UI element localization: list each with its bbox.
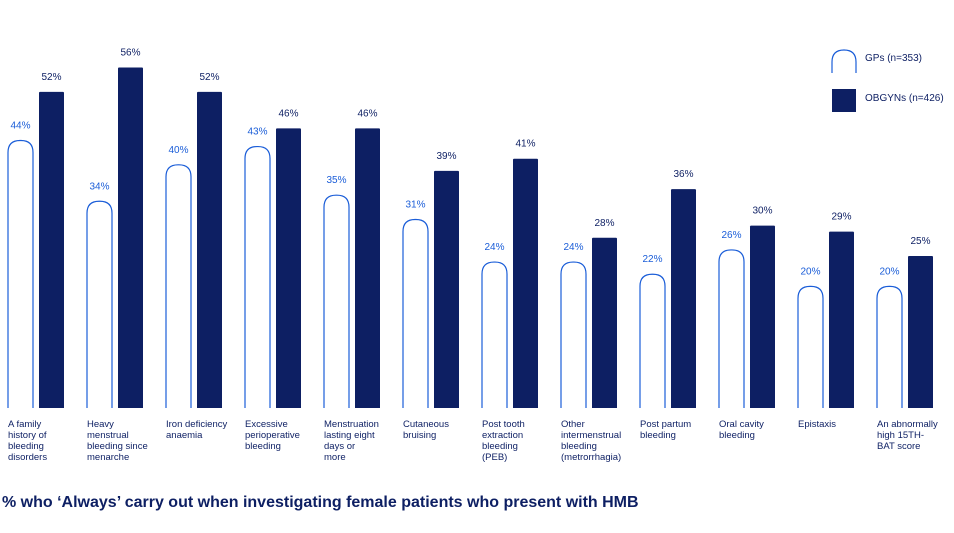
value-label-gps: 34%	[89, 181, 109, 192]
bar-obgyns	[118, 67, 143, 409]
bar-obgyns	[276, 128, 301, 408]
bar-obgyns	[829, 231, 854, 408]
bar-obgyns	[908, 256, 933, 408]
value-label-gps: 24%	[563, 242, 583, 253]
value-label-obgyns: 25%	[910, 236, 930, 247]
value-label-gps: 43%	[247, 127, 267, 138]
bar-obgyns	[513, 158, 538, 408]
legend-swatch-obgyns	[832, 89, 856, 112]
bar-gps	[165, 164, 192, 408]
value-label-gps: 44%	[10, 120, 30, 131]
value-label-obgyns: 28%	[594, 218, 614, 229]
value-label-gps: 24%	[484, 242, 504, 253]
legend-label-obgyns: OBGYNs (n=426)	[865, 93, 944, 104]
value-label-obgyns: 52%	[199, 72, 219, 83]
value-label-obgyns: 36%	[673, 169, 693, 180]
category-label: Menstruation lasting eight days or more	[324, 419, 379, 463]
bar-gps	[639, 273, 666, 408]
bar-obgyns	[434, 170, 459, 408]
category-label: Post partum bleeding	[640, 419, 691, 441]
bar-gps	[7, 139, 34, 408]
value-label-gps: 22%	[642, 254, 662, 265]
bar-gps	[481, 261, 508, 408]
category-label: A family history of bleeding disorders	[8, 419, 47, 463]
category-label: Post tooth extraction bleeding (PEB)	[482, 419, 525, 463]
category-label: Excessive perioperative bleeding	[245, 419, 300, 452]
category-label: Other intermenstrual bleeding (metrorrhagia…	[561, 419, 621, 463]
value-label-gps: 40%	[168, 145, 188, 156]
value-label-obgyns: 41%	[515, 139, 535, 150]
value-label-gps: 35%	[326, 175, 346, 186]
value-label-gps: 26%	[721, 230, 741, 241]
category-label: An abnormally high 15TH-BAT score	[877, 419, 938, 452]
bar-gps	[718, 249, 745, 408]
category-label: Heavy menstrual bleeding since menarche	[87, 419, 148, 463]
category-label: Epistaxis	[798, 419, 836, 430]
bar-obgyns	[750, 225, 775, 408]
category-label: Cutaneous bruising	[403, 419, 449, 441]
value-label-obgyns: 29%	[831, 212, 851, 223]
value-label-obgyns: 56%	[120, 48, 140, 59]
bar-gps	[560, 261, 587, 408]
bar-gps	[797, 285, 824, 408]
bar-gps	[876, 285, 903, 408]
bar-obgyns	[39, 91, 64, 408]
value-label-obgyns: 46%	[357, 108, 377, 119]
legend-swatch-gps	[831, 49, 857, 73]
category-label: Iron deficiency anaemia	[166, 419, 228, 441]
legend-label-gps: GPs (n=353)	[865, 53, 922, 64]
bar-obgyns	[355, 128, 380, 408]
value-label-gps: 31%	[405, 200, 425, 211]
value-label-obgyns: 39%	[436, 151, 456, 162]
bar-gps	[323, 194, 350, 408]
chart-title: % who ‘Always’ carry out when investigat…	[2, 494, 639, 511]
bar-gps	[402, 218, 429, 408]
category-label: Oral cavity bleeding	[719, 419, 764, 441]
bar-obgyns	[592, 237, 617, 408]
value-label-obgyns: 30%	[752, 206, 772, 217]
value-label-obgyns: 46%	[278, 108, 298, 119]
value-label-obgyns: 52%	[41, 72, 61, 83]
bar-obgyns	[197, 91, 222, 408]
value-label-gps: 20%	[800, 266, 820, 277]
bar-gps	[86, 200, 113, 408]
bar-obgyns	[671, 189, 696, 408]
bar-gps	[244, 145, 271, 408]
value-label-gps: 20%	[879, 266, 899, 277]
